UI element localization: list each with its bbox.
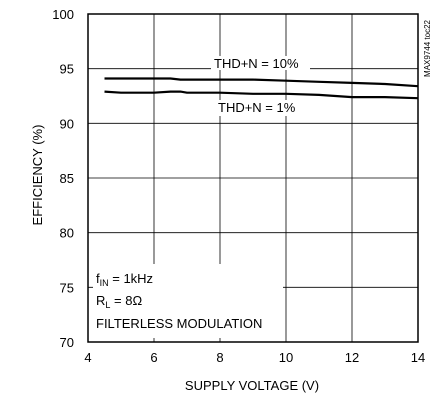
y-tick-label: 75 — [60, 280, 74, 295]
x-tick-label: 8 — [216, 350, 223, 365]
series-label-bg-10 — [211, 56, 310, 70]
conditions-bg — [93, 264, 283, 338]
series-line-0 — [104, 77, 419, 88]
y-tick-label: 85 — [60, 171, 74, 186]
condition-fin: fIN = 1kHz — [96, 271, 153, 288]
series-label-bg-1 — [216, 100, 308, 116]
x-tick-label: 4 — [84, 350, 91, 365]
plot-frame — [87, 13, 419, 343]
y-axis-label: EFFICIENCY (%) — [30, 125, 45, 226]
x-tick-labels: 4 6 8 10 12 14 — [84, 350, 425, 365]
x-tick-label: 10 — [279, 350, 293, 365]
y-tick-label: 80 — [60, 226, 74, 241]
figure-code: MAX9744 toc22 — [423, 19, 432, 76]
x-tick-label: 14 — [411, 350, 425, 365]
x-tick-label: 12 — [345, 350, 359, 365]
series-line-1 — [104, 90, 419, 100]
y-tick-label: 70 — [60, 335, 74, 350]
series-label-thd10: THD+N = 10% — [214, 56, 299, 71]
y-tick-label: 90 — [60, 116, 74, 131]
y-tick-label: 95 — [60, 62, 74, 77]
series-layer — [104, 77, 419, 100]
x-axis-label: SUPPLY VOLTAGE (V) — [185, 378, 319, 393]
condition-rl: RL = 8Ω — [96, 293, 142, 310]
x-tick-label: 6 — [150, 350, 157, 365]
y-tick-label: 100 — [52, 7, 74, 22]
y-tick-labels: 70 75 80 85 90 95 100 — [52, 7, 74, 350]
condition-modulation: FILTERLESS MODULATION — [96, 316, 262, 331]
series-label-thd1: THD+N = 1% — [218, 100, 296, 115]
